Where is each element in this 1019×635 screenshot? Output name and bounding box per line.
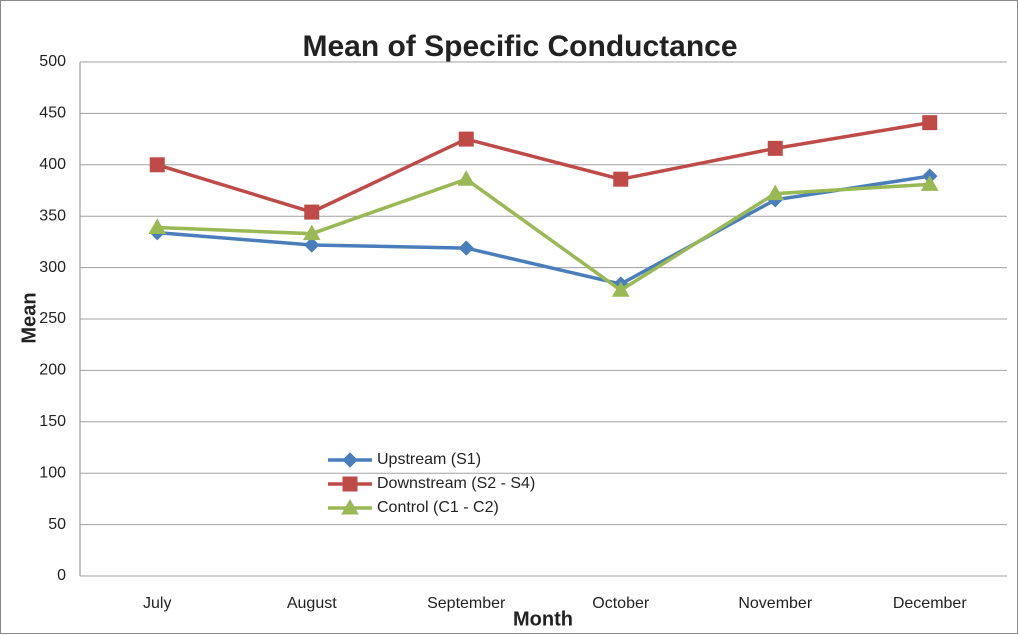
marker	[302, 224, 321, 241]
marker	[458, 131, 474, 147]
marker	[920, 175, 939, 191]
series-line	[157, 174, 931, 286]
x-tick-label: October	[592, 595, 650, 612]
x-tick-label: December	[893, 595, 967, 612]
y-tick-label: 0	[57, 567, 66, 584]
y-tick-label: 350	[39, 207, 66, 224]
marker	[922, 115, 938, 131]
x-tick-label: November	[738, 595, 812, 612]
legend-marker	[342, 452, 358, 468]
y-tick-label: 50	[48, 516, 66, 533]
marker	[767, 140, 783, 156]
marker	[613, 171, 629, 187]
y-tick-label: 100	[39, 464, 66, 481]
y-tick-label: 450	[39, 105, 66, 122]
legend-label: Downstream (S2 - S4)	[377, 475, 535, 492]
y-axis-label: Mean	[18, 292, 40, 343]
chart-title: Mean of Specific Conductance	[302, 30, 737, 63]
legend-marker	[342, 476, 358, 492]
x-tick-label: July	[143, 595, 171, 612]
marker	[304, 204, 320, 220]
marker	[611, 281, 630, 297]
marker	[148, 218, 167, 235]
y-tick-label: 150	[39, 413, 66, 430]
y-tick-label: 300	[39, 259, 66, 276]
y-tick-label: 400	[39, 156, 66, 173]
marker	[304, 237, 320, 253]
y-tick-label: 250	[39, 310, 66, 327]
y-tick-label: 200	[39, 362, 66, 379]
marker	[458, 240, 474, 256]
x-tick-label: August	[287, 595, 337, 612]
series-line	[156, 120, 931, 214]
legend-label: Control (C1 - C2)	[377, 499, 499, 516]
series-line	[157, 177, 930, 293]
marker	[149, 157, 165, 173]
x-axis-label: Month	[513, 608, 573, 630]
legend-marker	[341, 498, 359, 515]
x-tick-label: September	[427, 595, 506, 612]
marker	[766, 184, 785, 201]
marker	[457, 170, 476, 186]
y-tick-label: 500	[39, 53, 66, 70]
legend-label: Upstream (S1)	[377, 451, 481, 468]
